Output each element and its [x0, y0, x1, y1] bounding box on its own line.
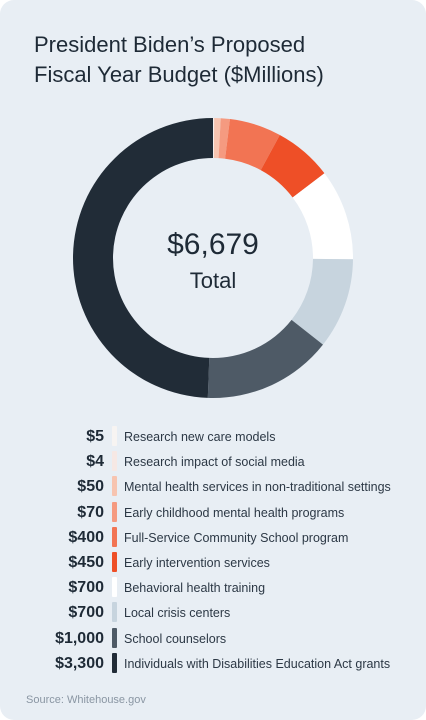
source-note: Source: Whitehouse.gov: [26, 694, 146, 706]
donut-slice-10: [72, 118, 213, 398]
donut-slice-5: [225, 119, 280, 171]
legend-row: $450 Early intervention services: [0, 552, 426, 577]
legend-value: $50: [77, 478, 104, 496]
chart-title-line-1: President Biden’s Proposed: [34, 32, 306, 57]
donut-chart: $6,679 Total: [72, 118, 353, 398]
legend-value: $1,000: [55, 629, 104, 647]
legend-row: $700 Local crisis centers: [0, 602, 426, 627]
legend-swatch: [112, 602, 117, 623]
legend-row: $3,300 Individuals with Disabilities Educ…: [0, 652, 426, 678]
legend-label: Early intervention services: [124, 556, 270, 570]
legend-swatch: [112, 451, 117, 472]
donut-slices: [72, 118, 353, 398]
center-total-value: $6,679: [167, 228, 259, 261]
legend-label: Full-Service Community School program: [124, 530, 349, 545]
chart-title: President Biden’s Proposed Fiscal Year B…: [34, 30, 374, 90]
legend-label: Mental health services in non-traditiona…: [124, 480, 391, 495]
donut-slice-2: [213, 118, 215, 159]
legend-swatch: [112, 652, 117, 673]
legend-label: School counselors: [124, 631, 227, 646]
legend-label: Individuals with Disabilities Education …: [124, 656, 391, 671]
legend-swatch: [112, 577, 117, 598]
legend-value: $700: [68, 579, 104, 597]
legend-value: $450: [68, 554, 104, 571]
legend-swatch: [112, 476, 117, 497]
donut-slice-9: [207, 319, 323, 398]
center-total-label: Total: [190, 268, 236, 293]
legend-swatch: [112, 552, 117, 572]
legend-swatch: [112, 501, 117, 522]
legend-row: $4 Research impact of social media: [0, 451, 426, 476]
donut-slice-1: [213, 118, 214, 159]
legend-label: Early childhood mental health programs: [124, 505, 345, 520]
legend-value: $70: [77, 503, 104, 521]
donut-slice-8: [291, 258, 353, 345]
legend-label: Behavioral health training: [124, 581, 266, 596]
legend-swatch: [112, 526, 117, 547]
legend-row: $400 Full-Service Community School progra…: [0, 526, 426, 552]
chart-title-line-2: Fiscal Year Budget ($Millions): [34, 62, 324, 87]
legend-row: $700 Behavioral health training: [0, 577, 426, 602]
legend-value: $700: [68, 604, 104, 622]
legend-label: Research new care models: [124, 430, 276, 444]
donut-slice-7: [292, 173, 353, 260]
legend-label: Research impact of social media: [124, 455, 305, 470]
donut-slice-6: [260, 134, 325, 198]
legend-value: $5: [86, 428, 104, 445]
donut-slice-4: [218, 118, 230, 159]
legend-row: $1,000 School counselors: [0, 627, 426, 653]
legend-value: $4: [86, 453, 104, 471]
legend-row: $5 Research new care models: [0, 426, 426, 451]
legend-swatch: [112, 627, 117, 648]
legend-value: $400: [68, 528, 104, 546]
legend-swatch: [112, 426, 117, 446]
donut-slice-3: [213, 118, 221, 159]
legend-row: $50 Mental health services in non-traditi…: [0, 476, 426, 501]
legend-row: $70 Early childhood mental health program…: [0, 501, 426, 527]
legend-value: $3,300: [55, 654, 104, 672]
legend-label: Local crisis centers: [124, 606, 231, 621]
